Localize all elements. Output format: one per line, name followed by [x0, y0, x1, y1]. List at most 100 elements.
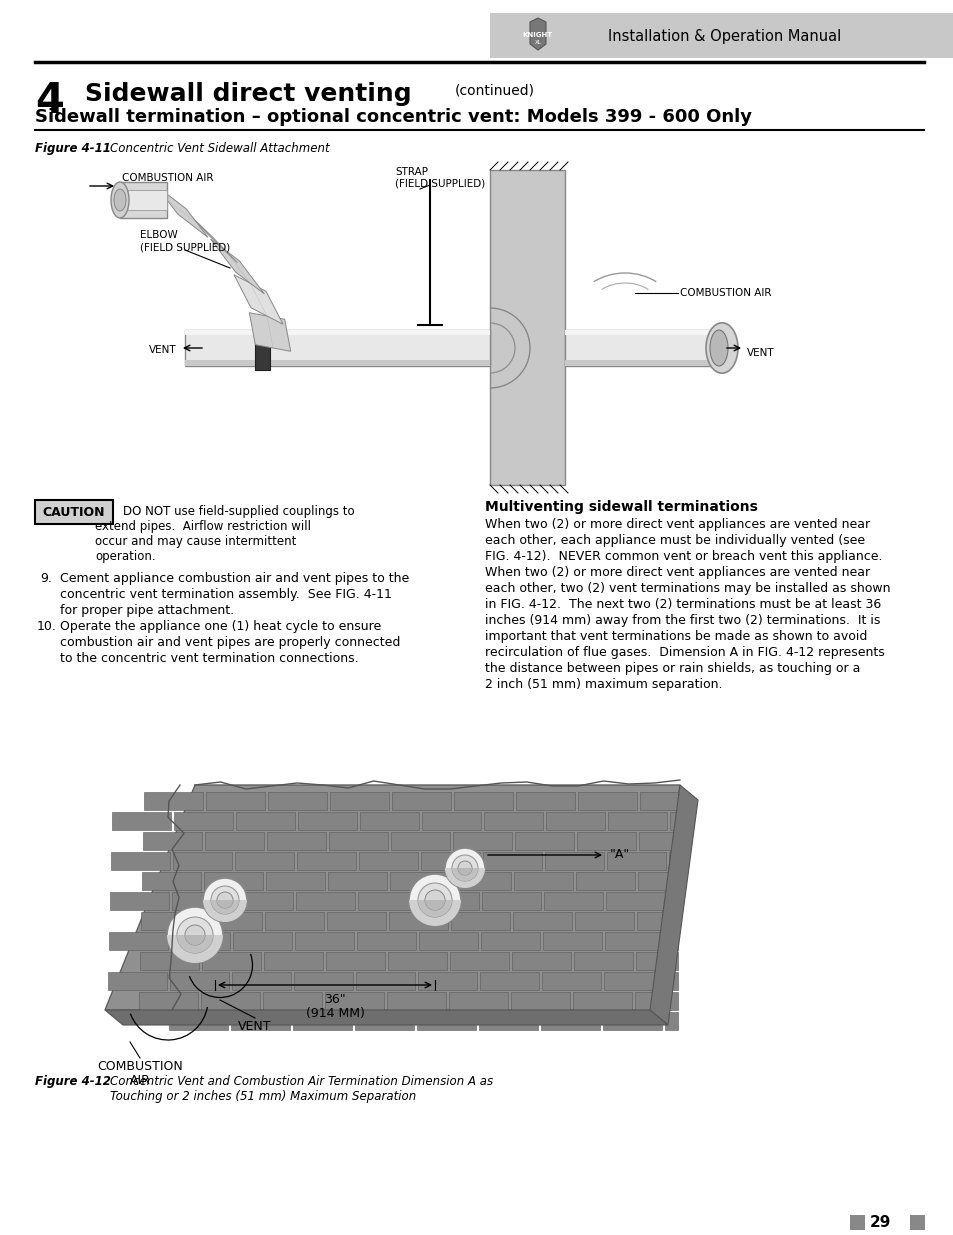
- Bar: [388, 952, 447, 969]
- Text: combustion air and vent pipes are properly connected: combustion air and vent pipes are proper…: [60, 636, 400, 650]
- Polygon shape: [530, 19, 545, 49]
- Bar: [573, 992, 631, 1010]
- Text: Concentric Vent and Combustion Air Termination Dimension A as
Touching or 2 inch: Concentric Vent and Combustion Air Termi…: [110, 1074, 493, 1103]
- Bar: [173, 852, 233, 869]
- Bar: [564, 330, 720, 335]
- Bar: [185, 330, 490, 366]
- Bar: [635, 992, 678, 1010]
- Bar: [203, 911, 262, 930]
- Wedge shape: [409, 900, 460, 926]
- Bar: [390, 872, 449, 890]
- Bar: [172, 932, 231, 950]
- Bar: [356, 972, 416, 990]
- Ellipse shape: [111, 182, 129, 219]
- Bar: [185, 330, 490, 335]
- Text: FIG. 4-12).  NEVER common vent or breach vent this appliance.: FIG. 4-12). NEVER common vent or breach …: [484, 550, 882, 563]
- Bar: [294, 1011, 352, 1030]
- Text: "A": "A": [609, 848, 630, 862]
- Bar: [514, 872, 573, 890]
- Text: (continued): (continued): [455, 84, 535, 98]
- Bar: [254, 326, 270, 370]
- Bar: [296, 892, 355, 910]
- Bar: [541, 1011, 599, 1030]
- Bar: [666, 972, 678, 990]
- Text: Multiventing sidewall terminations: Multiventing sidewall terminations: [484, 500, 757, 514]
- Bar: [359, 852, 418, 869]
- Bar: [204, 872, 263, 890]
- Bar: [545, 852, 604, 869]
- Bar: [120, 190, 167, 210]
- Bar: [234, 892, 294, 910]
- Polygon shape: [105, 1010, 667, 1025]
- Bar: [109, 972, 168, 990]
- Bar: [185, 359, 490, 366]
- Bar: [201, 992, 260, 1010]
- Bar: [607, 852, 666, 869]
- Bar: [326, 952, 385, 969]
- Bar: [454, 792, 513, 810]
- Bar: [264, 952, 323, 969]
- Wedge shape: [457, 868, 472, 876]
- Text: CAUTION: CAUTION: [43, 505, 105, 519]
- Bar: [327, 911, 386, 930]
- Bar: [606, 892, 665, 910]
- Bar: [387, 992, 446, 1010]
- Text: (914 MM): (914 MM): [305, 1007, 364, 1020]
- Text: the distance between pipes or rain shields, as touching or a: the distance between pipes or rain shiel…: [484, 662, 860, 676]
- Bar: [144, 792, 203, 810]
- Circle shape: [452, 855, 477, 881]
- Bar: [481, 932, 540, 950]
- Bar: [297, 852, 356, 869]
- Text: 10.: 10.: [37, 620, 57, 634]
- Text: Concentric Vent Sidewall Attachment: Concentric Vent Sidewall Attachment: [110, 142, 330, 156]
- Text: STRAP: STRAP: [395, 167, 428, 177]
- Text: 9.: 9.: [40, 572, 51, 585]
- Bar: [120, 182, 167, 219]
- Bar: [233, 972, 292, 990]
- Bar: [544, 892, 603, 910]
- Bar: [263, 992, 322, 1010]
- Polygon shape: [249, 312, 291, 351]
- Bar: [170, 1011, 229, 1030]
- Bar: [483, 852, 542, 869]
- Bar: [513, 911, 572, 930]
- Bar: [574, 952, 633, 969]
- Text: When two (2) or more direct vent appliances are vented near: When two (2) or more direct vent applian…: [484, 566, 869, 579]
- Text: Figure 4-12: Figure 4-12: [35, 1074, 111, 1088]
- Polygon shape: [233, 274, 283, 325]
- Bar: [389, 911, 448, 930]
- Text: Sidewall termination – optional concentric vent: Models 399 - 600 Only: Sidewall termination – optional concentr…: [35, 107, 751, 126]
- Polygon shape: [156, 185, 208, 237]
- Bar: [669, 852, 678, 869]
- Bar: [515, 832, 574, 850]
- Text: 36": 36": [324, 993, 345, 1007]
- Text: VENT: VENT: [150, 345, 177, 354]
- Bar: [516, 792, 575, 810]
- Bar: [266, 872, 325, 890]
- Bar: [355, 1011, 414, 1030]
- Bar: [143, 832, 202, 850]
- Bar: [111, 892, 170, 910]
- Polygon shape: [649, 785, 698, 1025]
- Text: to the concentric vent termination connections.: to the concentric vent termination conne…: [60, 652, 358, 664]
- Bar: [637, 911, 678, 930]
- Bar: [543, 932, 602, 950]
- Text: important that vent terminations be made as shown to avoid: important that vent terminations be made…: [484, 630, 866, 643]
- Wedge shape: [203, 900, 247, 923]
- Bar: [295, 932, 355, 950]
- Bar: [490, 14, 953, 58]
- Bar: [110, 932, 169, 950]
- Wedge shape: [444, 868, 484, 888]
- Text: for proper pipe attachment.: for proper pipe attachment.: [60, 604, 233, 618]
- Bar: [419, 932, 478, 950]
- Wedge shape: [452, 868, 477, 881]
- Text: (FIELD SUPPLIED): (FIELD SUPPLIED): [395, 179, 485, 189]
- Bar: [451, 911, 510, 930]
- Bar: [542, 972, 601, 990]
- Polygon shape: [105, 785, 679, 1010]
- Circle shape: [211, 885, 239, 914]
- Bar: [450, 952, 509, 969]
- Bar: [449, 992, 507, 1010]
- Text: 29: 29: [868, 1215, 890, 1230]
- Bar: [667, 932, 678, 950]
